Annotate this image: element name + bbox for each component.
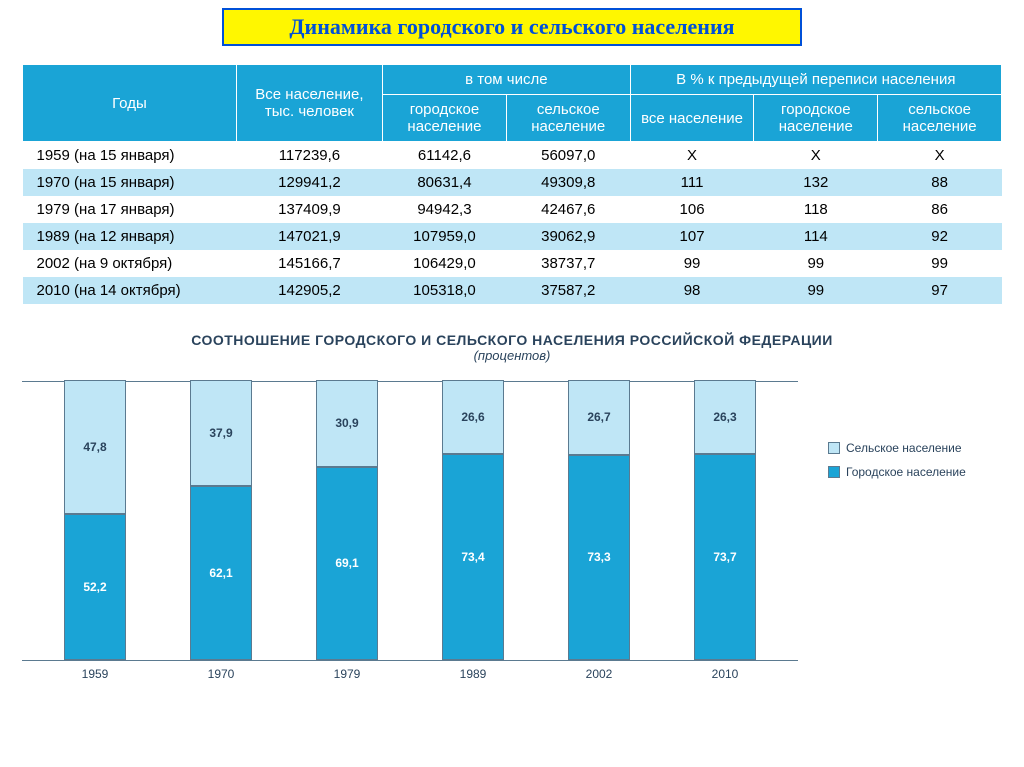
table-cell: 99 <box>754 250 878 277</box>
th-sub-urban2: городское население <box>754 95 878 142</box>
bar-segment-urban: 73,3 <box>568 455 630 660</box>
table-cell: 42467,6 <box>506 196 630 223</box>
table-cell: 107959,0 <box>383 223 507 250</box>
table-cell: 99 <box>754 277 878 304</box>
chart-title: СООТНОШЕНИЕ ГОРОДСКОГО И СЕЛЬСКОГО НАСЕЛ… <box>0 332 1024 348</box>
chart-x-axis: 1959 1970 1979 1989 2002 2010 <box>22 661 798 681</box>
bar-segment-urban: 73,7 <box>694 454 756 660</box>
table-cell: 99 <box>878 250 1002 277</box>
legend-item-rural: Сельское население <box>828 441 966 455</box>
table-cell: 114 <box>754 223 878 250</box>
chart-wrap: 47,852,2 37,962,1 30,969,1 26,673,4 26,773,3… <box>22 381 1002 681</box>
table-cell: 137409,9 <box>236 196 382 223</box>
bar-segment-rural: 26,6 <box>442 380 504 454</box>
table-cell: 145166,7 <box>236 250 382 277</box>
bar-column: 47,852,2 <box>64 380 126 660</box>
population-table: Годы Все население, тыс. человек в том ч… <box>22 64 1002 304</box>
table-cell: 94942,3 <box>383 196 507 223</box>
th-group-incl: в том числе <box>383 65 631 95</box>
table-cell: 80631,4 <box>383 169 507 196</box>
legend-swatch-rural <box>828 442 840 454</box>
legend-label-rural: Сельское население <box>846 441 962 455</box>
x-axis-label: 2010 <box>694 667 756 681</box>
table-cell: X <box>878 142 1002 170</box>
page-title: Динамика городского и сельского населени… <box>289 14 734 39</box>
th-years: Годы <box>23 65 237 142</box>
table-row: 1970 (на 15 января)129941,280631,449309,… <box>23 169 1002 196</box>
bar-column: 26,773,3 <box>568 380 630 660</box>
legend-label-urban: Городское население <box>846 465 966 479</box>
table-row: 2002 (на 9 октября)145166,7106429,038737… <box>23 250 1002 277</box>
table-cell: 105318,0 <box>383 277 507 304</box>
bar-segment-urban: 52,2 <box>64 514 126 660</box>
table-cell: 92 <box>878 223 1002 250</box>
bar-segment-urban: 62,1 <box>190 486 252 660</box>
table-cell: 39062,9 <box>506 223 630 250</box>
bar-segment-urban: 73,4 <box>442 454 504 660</box>
chart-subtitle: (процентов) <box>0 348 1024 363</box>
table-cell: 1970 (на 15 января) <box>23 169 237 196</box>
bar-segment-rural: 37,9 <box>190 380 252 486</box>
table-cell: X <box>630 142 754 170</box>
x-axis-label: 2002 <box>568 667 630 681</box>
legend-swatch-urban <box>828 466 840 478</box>
x-axis-label: 1979 <box>316 667 378 681</box>
table-row: 1979 (на 17 января)137409,994942,342467,… <box>23 196 1002 223</box>
table-row: 1989 (на 12 января)147021,9107959,039062… <box>23 223 1002 250</box>
chart-legend: Сельское население Городское население <box>828 441 966 489</box>
table-row: 2010 (на 14 октября)142905,2105318,03758… <box>23 277 1002 304</box>
table-cell: 61142,6 <box>383 142 507 170</box>
table-cell: 98 <box>630 277 754 304</box>
table-cell: 106429,0 <box>383 250 507 277</box>
table-cell: 2010 (на 14 октября) <box>23 277 237 304</box>
table-cell: 86 <box>878 196 1002 223</box>
table-cell: 38737,7 <box>506 250 630 277</box>
table-cell: 97 <box>878 277 1002 304</box>
table-cell: 106 <box>630 196 754 223</box>
table-cell: 99 <box>630 250 754 277</box>
table-cell: 56097,0 <box>506 142 630 170</box>
th-sub-all: все население <box>630 95 754 142</box>
th-sub-rural2: сельское население <box>878 95 1002 142</box>
table-cell: 49309,8 <box>506 169 630 196</box>
x-axis-label: 1989 <box>442 667 504 681</box>
x-axis-label: 1959 <box>64 667 126 681</box>
table-cell: 142905,2 <box>236 277 382 304</box>
table-cell: 132 <box>754 169 878 196</box>
x-axis-label: 1970 <box>190 667 252 681</box>
bar-column: 26,673,4 <box>442 380 504 660</box>
chart-bars: 47,852,2 37,962,1 30,969,1 26,673,4 26,773,3… <box>22 381 798 661</box>
table-cell: 88 <box>878 169 1002 196</box>
bar-segment-urban: 69,1 <box>316 467 378 660</box>
table-row: 1959 (на 15 января)117239,661142,656097,… <box>23 142 1002 170</box>
table-cell: 118 <box>754 196 878 223</box>
table-cell: 2002 (на 9 октября) <box>23 250 237 277</box>
bar-column: 30,969,1 <box>316 380 378 660</box>
table-cell: X <box>754 142 878 170</box>
legend-item-urban: Городское население <box>828 465 966 479</box>
table-cell: 111 <box>630 169 754 196</box>
table-cell: 147021,9 <box>236 223 382 250</box>
bar-segment-rural: 26,3 <box>694 380 756 454</box>
table-cell: 117239,6 <box>236 142 382 170</box>
th-group-pct: В % к предыдущей переписи населения <box>630 65 1001 95</box>
bar-column: 37,962,1 <box>190 380 252 660</box>
th-sub-rural: сельское население <box>506 95 630 142</box>
page-title-box: Динамика городского и сельского населени… <box>222 8 802 46</box>
table-cell: 1979 (на 17 января) <box>23 196 237 223</box>
table-cell: 129941,2 <box>236 169 382 196</box>
table-cell: 1989 (на 12 января) <box>23 223 237 250</box>
table-cell: 107 <box>630 223 754 250</box>
th-total: Все население, тыс. человек <box>236 65 382 142</box>
table-cell: 37587,2 <box>506 277 630 304</box>
th-sub-urban: городское население <box>383 95 507 142</box>
bar-segment-rural: 30,9 <box>316 380 378 467</box>
bar-segment-rural: 26,7 <box>568 380 630 455</box>
table-cell: 1959 (на 15 января) <box>23 142 237 170</box>
bar-column: 26,373,7 <box>694 380 756 660</box>
bar-segment-rural: 47,8 <box>64 380 126 514</box>
